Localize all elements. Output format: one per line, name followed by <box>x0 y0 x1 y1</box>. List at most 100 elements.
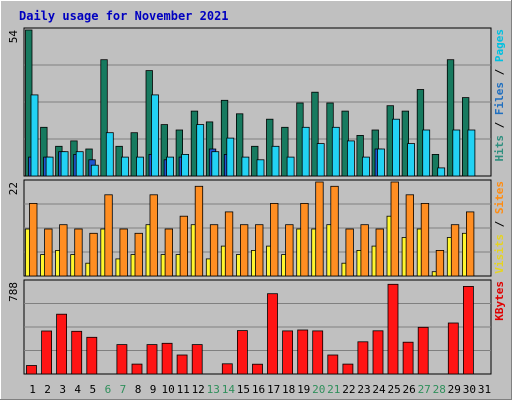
bar-hits-pages-6 <box>105 132 114 177</box>
bar-visits-sites-23 <box>360 224 369 277</box>
bar-hits-pages-20 <box>316 143 325 177</box>
x-tick-25: 25 <box>387 383 400 396</box>
bar-hits-pages-13 <box>211 151 220 177</box>
series-kbytes <box>26 283 474 375</box>
bar-hits-pages-12 <box>196 124 205 177</box>
bar-visits-sites-9 <box>149 194 158 277</box>
legend-item-visits-1: / <box>493 214 506 234</box>
bar-hits-pages-2 <box>45 156 54 177</box>
bar-kbytes-kbytes-25 <box>387 283 399 375</box>
x-tick-10: 10 <box>161 383 174 396</box>
x-tick-13: 13 <box>207 383 220 396</box>
bar-hits-pages-11 <box>181 153 190 177</box>
x-tick-2: 2 <box>44 383 51 396</box>
bar-visits-sites-22 <box>345 228 354 277</box>
bar-hits-pages-26 <box>407 143 416 177</box>
bar-kbytes-kbytes-24 <box>372 330 384 375</box>
x-tick-27: 27 <box>418 383 431 396</box>
bar-visits-sites-21 <box>330 185 339 277</box>
x-tick-1: 1 <box>29 383 36 396</box>
bar-visits-sites-4 <box>74 228 83 277</box>
bar-hits-pages-3 <box>60 151 69 177</box>
legend-item-hits-1: / <box>493 115 506 135</box>
x-tick-11: 11 <box>177 383 190 396</box>
bar-hits-pages-19 <box>301 126 310 177</box>
x-tick-14: 14 <box>222 383 236 396</box>
bar-visits-sites-24 <box>375 228 384 277</box>
bar-hits-pages-30 <box>467 129 476 177</box>
bar-kbytes-kbytes-7 <box>116 344 128 375</box>
bar-kbytes-kbytes-1 <box>26 365 37 375</box>
bar-hits-pages-14 <box>226 137 235 177</box>
legend-item-visits-2: Sites <box>493 181 506 214</box>
series-pages <box>30 94 476 177</box>
bar-visits-sites-14 <box>224 211 234 277</box>
bar-kbytes-kbytes-5 <box>86 336 98 375</box>
panel-kbytes-max-label: 788 <box>7 282 20 302</box>
x-tick-24: 24 <box>372 383 386 396</box>
bar-kbytes-kbytes-27 <box>417 326 429 375</box>
bar-hits-pages-1 <box>30 94 39 177</box>
bar-hits-hits-20 <box>311 91 319 177</box>
bar-visits-sites-19 <box>300 202 309 277</box>
bar-kbytes-kbytes-11 <box>176 354 188 375</box>
bar-visits-sites-25 <box>390 181 399 277</box>
x-tick-16: 16 <box>252 383 265 396</box>
bar-hits-pages-27 <box>422 129 431 177</box>
bar-visits-sites-8 <box>134 232 143 277</box>
bar-visits-sites-6 <box>104 194 113 277</box>
bar-visits-sites-5 <box>89 232 98 277</box>
bar-visits-sites-12 <box>194 185 204 277</box>
x-tick-18: 18 <box>282 383 295 396</box>
bar-kbytes-kbytes-10 <box>161 342 173 375</box>
bar-kbytes-kbytes-19 <box>297 329 309 375</box>
bar-visits-sites-27 <box>420 202 430 277</box>
bar-kbytes-kbytes-4 <box>71 330 83 375</box>
panel-visits: 22 Visits / Sites <box>7 179 506 277</box>
bar-hits-pages-23 <box>361 156 370 177</box>
bar-hits-pages-22 <box>346 140 355 177</box>
bar-visits-sites-26 <box>405 194 415 277</box>
x-tick-28: 28 <box>433 383 446 396</box>
bar-hits-hits-15 <box>235 113 244 177</box>
bar-kbytes-kbytes-14 <box>221 363 233 375</box>
bar-hits-hits-28 <box>431 153 440 177</box>
bar-hits-pages-9 <box>151 94 159 177</box>
bar-kbytes-kbytes-21 <box>327 354 339 375</box>
bar-kbytes-kbytes-26 <box>402 341 414 375</box>
panel-hits-max-label: 54 <box>7 30 20 44</box>
bar-kbytes-kbytes-8 <box>131 363 143 375</box>
bar-hits-hits-8 <box>130 132 138 177</box>
x-tick-29: 29 <box>448 383 461 396</box>
bar-visits-sites-15 <box>239 224 249 277</box>
bar-hits-pages-4 <box>75 151 84 177</box>
bar-visits-sites-3 <box>59 224 68 277</box>
bar-kbytes-kbytes-3 <box>56 313 67 375</box>
bar-visits-sites-7 <box>119 228 128 277</box>
panel-hits-legend: Hits / Files / Pages <box>493 29 506 162</box>
x-tick-6: 6 <box>105 383 112 396</box>
bar-visits-sites-11 <box>179 215 189 277</box>
series-sites <box>29 181 475 277</box>
bar-hits-hits-29 <box>446 59 455 177</box>
panel-kbytes-legend: KBytes <box>493 281 506 321</box>
x-axis-labels: 1 2 3 4 5 6 7 8 9 10 11 12 13 14 15 16 17 18 19 20 21 22 23 24 2… <box>29 383 491 396</box>
legend-item-hits-4: Pages <box>493 29 506 62</box>
bar-hits-pages-29 <box>452 129 461 177</box>
legend-item-kbytes-0: KBytes <box>493 281 506 321</box>
bar-kbytes-kbytes-29 <box>447 322 459 375</box>
bar-hits-pages-28 <box>437 167 446 177</box>
bar-hits-pages-17 <box>271 145 280 177</box>
x-tick-20: 20 <box>312 383 325 396</box>
bar-visits-sites-18 <box>285 224 294 277</box>
bar-hits-hits-23 <box>356 134 364 177</box>
bar-kbytes-kbytes-17 <box>267 293 278 375</box>
bar-hits-pages-16 <box>256 159 265 177</box>
bar-kbytes-kbytes-22 <box>342 363 354 375</box>
x-tick-4: 4 <box>74 383 81 396</box>
bar-kbytes-kbytes-2 <box>41 330 52 375</box>
series-hits <box>25 29 470 177</box>
x-tick-31: 31 <box>478 383 491 396</box>
x-tick-15: 15 <box>237 383 250 396</box>
